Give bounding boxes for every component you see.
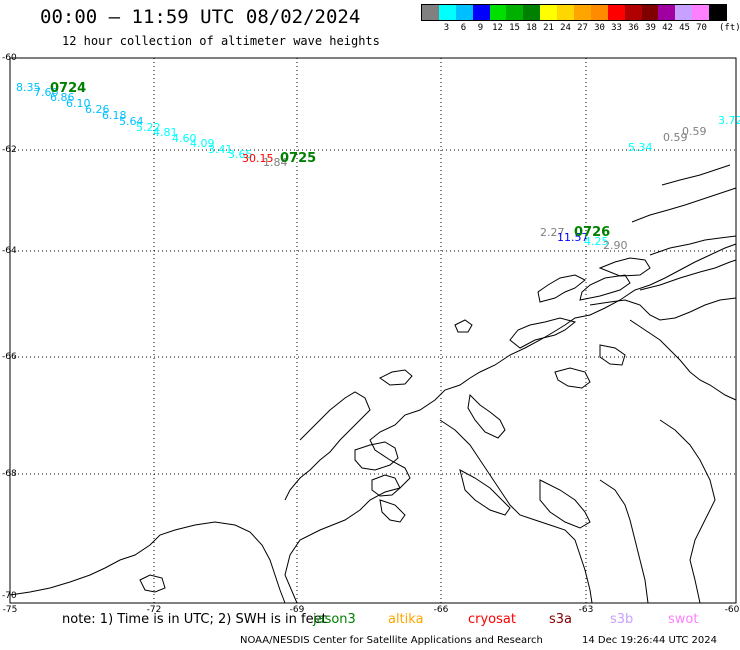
page-subtitle: 12 hour collection of altimeter wave hei… <box>62 34 380 48</box>
legend-swatch <box>455 5 473 20</box>
legend-swatch <box>438 5 456 20</box>
lon-label: -60 <box>725 605 740 615</box>
mission-name: s3a <box>549 612 573 627</box>
legend-label: 33 <box>611 23 622 33</box>
legend-swatch <box>557 5 575 20</box>
wave-height-labels: 8.357.606.866.106.266.185.645.224.814.60… <box>16 81 740 252</box>
wave-height-label: 7.60 <box>34 86 59 99</box>
wave-height-label: 2.27 <box>540 226 565 239</box>
legend-swatch <box>692 5 710 20</box>
pass-label: 0724 <box>50 81 86 96</box>
legend-label: 45 <box>679 23 690 33</box>
pass-label: 0725 <box>280 151 316 166</box>
legend-swatch <box>523 5 541 20</box>
legend-swatch <box>675 5 693 20</box>
legend-label: 12 <box>492 23 503 33</box>
legend-label: 6 <box>460 23 467 33</box>
wave-height-label: 5.22 <box>136 121 161 134</box>
legend-swatch <box>624 5 642 20</box>
legend-label: 21 <box>543 23 554 33</box>
footer-note: note: 1) Time is in UTC; 2) SWH is in fe… <box>62 612 327 627</box>
legend-label: 39 <box>645 23 656 33</box>
legend-swatch <box>472 5 490 20</box>
pass-label: 0726 <box>574 225 610 240</box>
legend-label: 18 <box>526 23 537 33</box>
mission-name: altika <box>388 612 424 627</box>
graticule <box>10 58 736 603</box>
lon-labels: -75 -72 -69 -66 -63 -60 <box>3 605 740 615</box>
wave-height-label: 6.86 <box>50 91 75 104</box>
wave-height-label: 4.81 <box>153 126 178 139</box>
legend-label: 36 <box>628 23 639 33</box>
lat-label: -70 <box>2 591 17 601</box>
wave-height-label: 8.35 <box>16 81 41 94</box>
legend-swatch <box>506 5 524 20</box>
wave-height-label: 3.41 <box>208 143 233 156</box>
wave-height-label: 5.34 <box>628 141 653 154</box>
legend-label: 15 <box>509 23 520 33</box>
legend-swatch <box>574 5 591 20</box>
wave-height-label: 4.60 <box>172 132 197 145</box>
mission-name: cryosat <box>468 612 516 627</box>
legend-swatch <box>607 5 625 20</box>
wave-height-label: 6.10 <box>66 97 91 110</box>
page-title: 00:00 – 11:59 UTC 08/02/2024 <box>40 6 361 28</box>
legend-unit: (ft) <box>719 23 740 33</box>
lat-label: -64 <box>2 246 17 256</box>
lat-labels: -60 -62 -64 -66 -68 -70 <box>2 53 17 601</box>
legend-labels: (ft) 3 6 9 12 15 18 21 24 27 30 33 36 39 42 45 70 <box>421 21 740 35</box>
footer-timestamp: 14 Dec 19:26:44 UTC 2024 <box>582 635 717 646</box>
legend-label: 9 <box>477 23 484 33</box>
legend-label: 42 <box>662 23 673 33</box>
legend-swatch <box>590 5 608 20</box>
lat-label: -60 <box>2 53 17 63</box>
lon-label: -69 <box>290 605 305 615</box>
wave-height-label: 0.59 <box>663 131 688 144</box>
legend-swatches <box>421 4 727 21</box>
lon-label: -63 <box>579 605 594 615</box>
legend-swatch <box>658 5 676 20</box>
wave-height-label: 3.72 <box>718 114 740 127</box>
legend-swatch <box>422 5 439 20</box>
legend-swatch <box>709 5 727 20</box>
legend-label: 3 <box>443 23 450 33</box>
color-legend: (ft) 3 6 9 12 15 18 21 24 27 30 33 36 39 42 45 70 <box>421 4 740 35</box>
wave-height-label: 4.25 <box>584 235 609 248</box>
map-frame <box>9 57 737 604</box>
wave-height-label: 5.64 <box>119 115 144 128</box>
coastline <box>9 164 737 604</box>
lon-label: -66 <box>434 605 449 615</box>
wave-height-label: 30.15 <box>242 152 274 165</box>
footer-credit: NOAA/NESDIS Center for Satellite Applica… <box>240 635 543 646</box>
wave-height-label: 6.18 <box>102 109 127 122</box>
legend-label: 24 <box>560 23 571 33</box>
legend-label: 27 <box>577 23 588 33</box>
legend-label: 30 <box>594 23 605 33</box>
lon-label: -72 <box>147 605 162 615</box>
wave-height-label: 3.65 <box>228 148 253 161</box>
legend-label: 70 <box>696 23 707 33</box>
lat-label: -62 <box>2 145 17 155</box>
wave-height-label: 6.26 <box>85 103 110 116</box>
legend-swatch <box>540 5 558 20</box>
pass-labels: 0724 0725 0726 <box>50 81 610 240</box>
wave-height-label: 4.09 <box>190 137 215 150</box>
wave-height-label: 0.59 <box>682 125 707 138</box>
legend-swatch <box>641 5 659 20</box>
mission-name: jason3 <box>313 612 356 627</box>
wave-height-label: 1.84 <box>263 156 288 169</box>
lat-label: -66 <box>2 352 17 362</box>
wave-height-label: 11.57 <box>557 231 589 244</box>
wave-height-label: 2.90 <box>603 239 628 252</box>
lat-label: -68 <box>2 469 17 479</box>
legend-swatch <box>489 5 507 20</box>
mission-name: swot <box>668 612 699 627</box>
lon-label: -75 <box>3 605 18 615</box>
mission-name: s3b <box>610 612 634 627</box>
